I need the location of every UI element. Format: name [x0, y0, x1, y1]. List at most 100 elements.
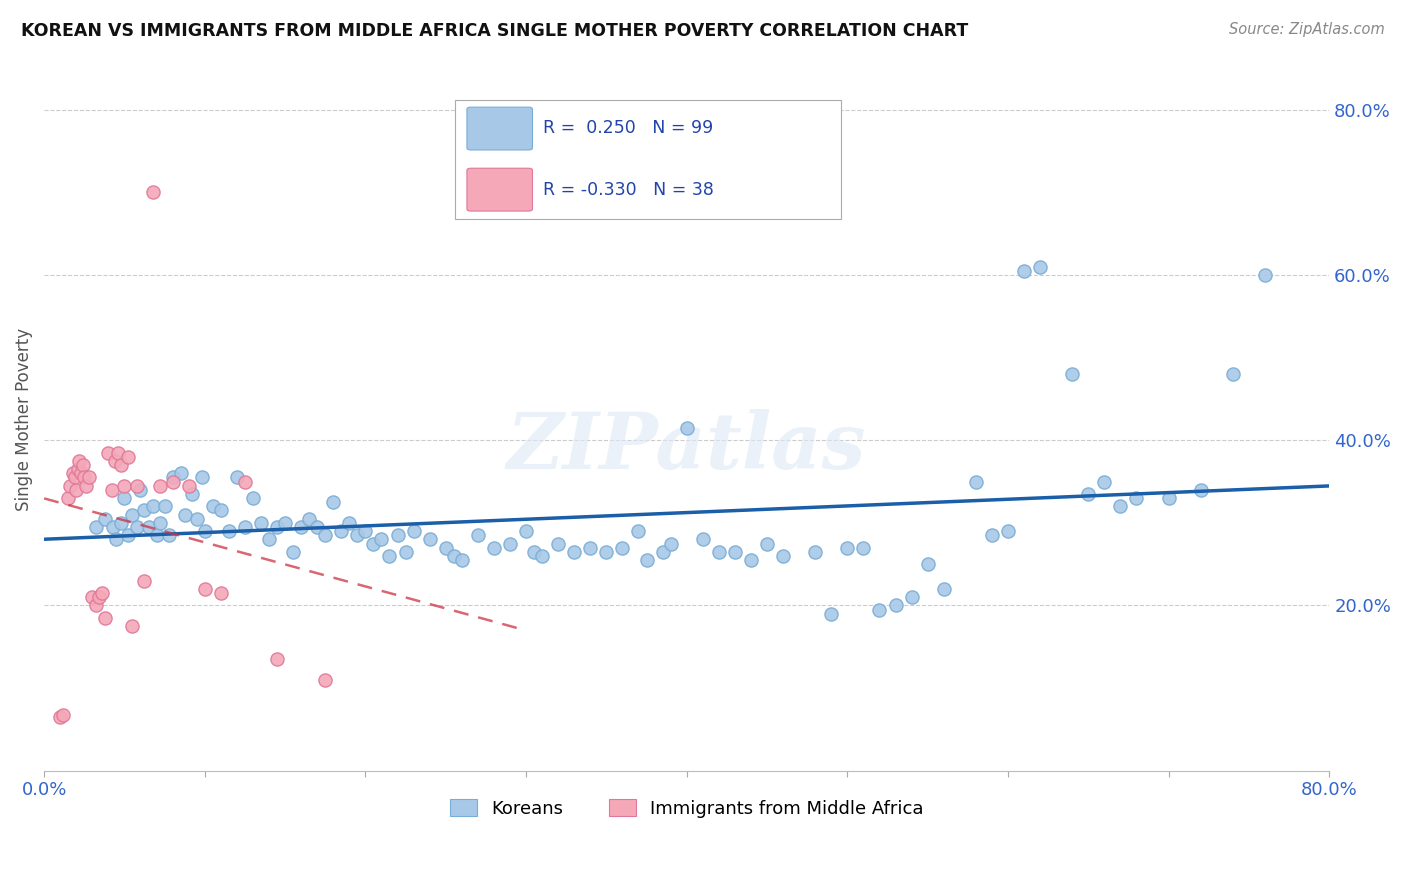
Point — [180, 487, 202, 501]
Point — [194, 582, 217, 596]
Point — [1125, 491, 1147, 505]
Point — [186, 512, 208, 526]
Point — [145, 528, 167, 542]
Point — [194, 524, 217, 538]
Point — [117, 528, 139, 542]
Point — [174, 508, 197, 522]
Point — [274, 516, 297, 530]
Point — [290, 520, 312, 534]
Point — [1062, 367, 1084, 381]
Text: R = -0.330   N = 38: R = -0.330 N = 38 — [543, 181, 714, 199]
Point — [257, 533, 280, 547]
Point — [434, 541, 457, 555]
Point — [370, 533, 392, 547]
Point — [63, 470, 86, 484]
Point — [75, 478, 97, 492]
Point — [177, 478, 200, 492]
Point — [233, 520, 256, 534]
Point — [65, 483, 87, 497]
Point — [724, 545, 747, 559]
Point — [77, 470, 100, 484]
Point — [378, 549, 401, 563]
Point — [121, 619, 143, 633]
FancyBboxPatch shape — [456, 100, 841, 219]
Point — [1012, 264, 1035, 278]
Point — [450, 553, 472, 567]
Point — [59, 478, 82, 492]
Point — [675, 421, 697, 435]
Point — [636, 553, 658, 567]
Point — [1077, 487, 1099, 501]
Point — [209, 586, 232, 600]
Point — [547, 536, 569, 550]
Point — [1157, 491, 1180, 505]
Point — [627, 524, 650, 538]
Point — [852, 541, 875, 555]
Point — [110, 458, 132, 472]
Point — [1254, 268, 1277, 282]
Point — [117, 450, 139, 464]
Point — [162, 475, 184, 489]
Point — [307, 520, 329, 534]
Point — [523, 545, 546, 559]
Point — [980, 528, 1002, 542]
Point — [965, 475, 987, 489]
Point — [1189, 483, 1212, 497]
Point — [314, 528, 336, 542]
Point — [142, 500, 165, 514]
Point — [740, 553, 762, 567]
Point — [73, 470, 96, 484]
Point — [820, 607, 842, 621]
FancyBboxPatch shape — [467, 169, 533, 211]
Point — [138, 520, 160, 534]
Text: Source: ZipAtlas.com: Source: ZipAtlas.com — [1229, 22, 1385, 37]
Point — [772, 549, 794, 563]
Point — [105, 533, 128, 547]
Point — [82, 591, 104, 605]
Point — [869, 602, 891, 616]
Point — [932, 582, 955, 596]
Point — [97, 445, 120, 459]
Point — [531, 549, 554, 563]
Y-axis label: Single Mother Poverty: Single Mother Poverty — [15, 328, 32, 511]
Point — [58, 491, 80, 505]
Point — [87, 591, 110, 605]
Point — [129, 483, 152, 497]
Point — [346, 528, 368, 542]
Point — [1222, 367, 1244, 381]
Point — [114, 478, 136, 492]
Point — [127, 478, 149, 492]
Point — [884, 599, 907, 613]
Point — [499, 536, 522, 550]
Point — [387, 528, 409, 542]
Point — [233, 475, 256, 489]
Point — [201, 500, 224, 514]
Point — [354, 524, 377, 538]
Point — [900, 591, 922, 605]
Point — [515, 524, 537, 538]
Point — [84, 599, 107, 613]
Point — [62, 467, 84, 481]
Point — [103, 520, 125, 534]
Point — [595, 545, 617, 559]
Point — [169, 467, 191, 481]
Point — [419, 533, 441, 547]
Point — [997, 524, 1019, 538]
Point — [266, 520, 288, 534]
Point — [162, 470, 184, 484]
Point — [394, 545, 416, 559]
Point — [110, 516, 132, 530]
Point — [482, 541, 505, 555]
Legend: Koreans, Immigrants from Middle Africa: Koreans, Immigrants from Middle Africa — [443, 791, 931, 825]
Point — [127, 520, 149, 534]
Point — [91, 586, 114, 600]
Point — [467, 528, 489, 542]
Point — [49, 710, 72, 724]
Point — [579, 541, 602, 555]
Point — [94, 512, 117, 526]
Point — [314, 673, 336, 687]
Point — [363, 536, 385, 550]
Point — [209, 503, 232, 517]
Point — [132, 574, 155, 588]
Point — [692, 533, 714, 547]
